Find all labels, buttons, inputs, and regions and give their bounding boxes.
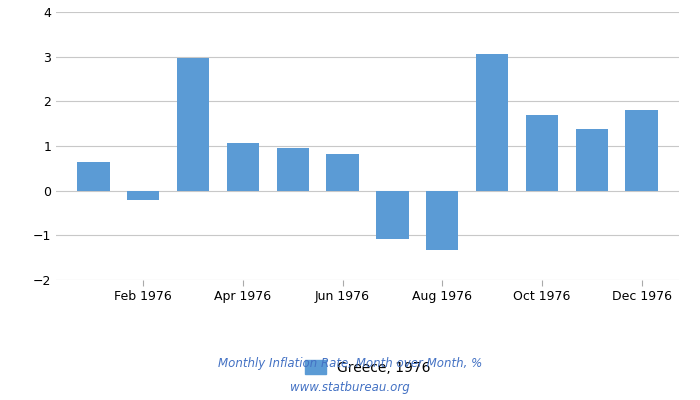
Bar xyxy=(127,191,160,200)
Text: Monthly Inflation Rate, Month over Month, %: Monthly Inflation Rate, Month over Month… xyxy=(218,358,482,370)
Bar xyxy=(575,130,608,191)
Bar xyxy=(625,110,658,191)
Legend: Greece, 1976: Greece, 1976 xyxy=(304,360,430,375)
Bar xyxy=(227,143,259,191)
Bar xyxy=(376,191,409,239)
Text: www.statbureau.org: www.statbureau.org xyxy=(290,382,410,394)
Bar xyxy=(326,154,359,191)
Bar xyxy=(77,162,110,191)
Bar xyxy=(526,115,558,191)
Bar xyxy=(476,54,508,191)
Bar xyxy=(276,148,309,191)
Bar xyxy=(177,58,209,191)
Bar xyxy=(426,191,459,250)
